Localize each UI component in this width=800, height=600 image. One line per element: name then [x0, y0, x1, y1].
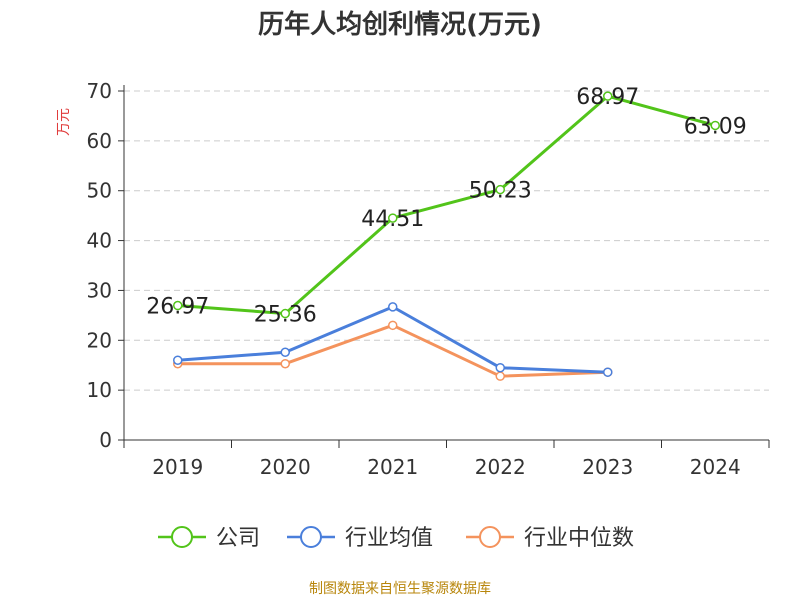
x-tick-label: 2024 [690, 455, 741, 479]
data-point [388, 213, 398, 223]
x-tick-label: 2022 [475, 455, 526, 479]
y-tick-label: 50 [87, 179, 112, 203]
data-label: 50.23 [469, 179, 532, 204]
data-point [495, 362, 505, 373]
data-labels: 26.97 25.36 44.51 50.23 68.97 63.09 [146, 85, 746, 327]
legend-swatch-marker [171, 526, 193, 548]
legend: 公司 行业均值 行业中位数 [158, 526, 634, 551]
legend-label: 行业均值 [345, 526, 433, 551]
legend-item-2[interactable]: 行业中位数 [466, 526, 634, 551]
data-point [173, 355, 183, 365]
data-point [495, 184, 505, 195]
x-tick-label: 2023 [582, 455, 633, 479]
chart-title: 历年人均创利情况(万元) [258, 10, 542, 40]
data-point [280, 308, 290, 319]
series-line-0 [177, 94, 716, 316]
data-point [388, 320, 398, 331]
series-layer [173, 91, 720, 381]
legend-item-0[interactable]: 公司 [158, 526, 260, 551]
y-axis-label: 万元 [56, 108, 72, 136]
legend-item-1[interactable]: 行业均值 [287, 526, 433, 551]
legend-label: 公司 [216, 526, 260, 551]
data-point [388, 302, 398, 312]
data-point [280, 358, 290, 369]
data-point [710, 120, 720, 131]
data-label: 68.97 [576, 85, 639, 110]
data-label: 63.09 [684, 114, 747, 139]
legend-swatch-marker [300, 526, 322, 548]
data-label: 26.97 [146, 295, 209, 320]
footer-source: 制图数据来自恒生聚源数据库 [309, 581, 491, 597]
axes: 0 10 20 30 40 50 60 70 2019 2020 2021 2022 2023 2024 [87, 79, 770, 479]
data-point [603, 91, 613, 101]
x-tick-label: 2019 [152, 455, 203, 479]
x-tick-label: 2020 [260, 455, 311, 479]
grid-lines [124, 90, 769, 391]
data-point [603, 367, 613, 377]
data-point [173, 300, 183, 311]
legend-label: 行业中位数 [524, 526, 634, 551]
y-tick-label: 10 [87, 378, 112, 402]
y-tick-label: 40 [87, 229, 112, 253]
y-tick-label: 0 [99, 428, 112, 452]
y-tick-label: 70 [87, 79, 112, 103]
data-label: 25.36 [254, 303, 317, 328]
y-tick-label: 30 [87, 278, 112, 302]
y-tick-label: 60 [87, 129, 112, 153]
data-point [280, 347, 290, 358]
legend-swatch-marker [479, 526, 501, 548]
y-tick-label: 20 [87, 328, 112, 352]
data-label: 44.51 [361, 207, 424, 232]
x-tick-label: 2021 [367, 455, 418, 479]
data-point [495, 371, 505, 381]
